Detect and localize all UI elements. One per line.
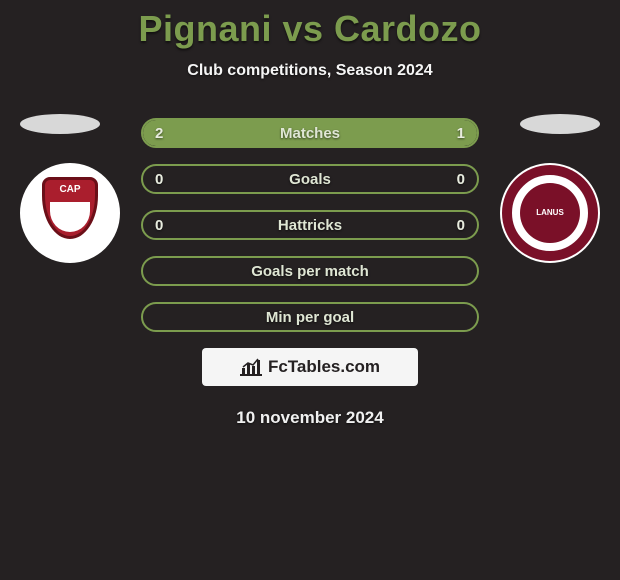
player2-badge-ellipse [520, 114, 600, 134]
stat-row: 0 Goals 0 [141, 164, 479, 194]
subtitle: Club competitions, Season 2024 [0, 62, 620, 80]
stat-row: 0 Hattricks 0 [141, 210, 479, 240]
stat-value-left: 0 [155, 171, 163, 188]
stat-value-left: 0 [155, 217, 163, 234]
stat-label: Goals per match [251, 263, 369, 280]
stat-label: Matches [280, 125, 340, 142]
comparison-panel: LANUS 2 Matches 1 0 Goals 0 0 Hattricks 0 Goals p… [0, 118, 620, 428]
stat-value-right: 0 [457, 217, 465, 234]
bar-chart-icon [240, 358, 262, 376]
stat-value-left: 2 [155, 125, 163, 142]
stat-label: Goals [289, 171, 331, 188]
stat-label: Hattricks [278, 217, 342, 234]
stat-value-right: 1 [457, 125, 465, 142]
team2-logo: LANUS [500, 163, 600, 263]
brand-label: FcTables.com [268, 357, 380, 377]
brand-box[interactable]: FcTables.com [202, 348, 418, 386]
player1-badge-ellipse [20, 114, 100, 134]
stats-table: 2 Matches 1 0 Goals 0 0 Hattricks 0 Goals per mat… [141, 118, 479, 332]
stat-value-right: 0 [457, 171, 465, 188]
stat-row: Goals per match [141, 256, 479, 286]
footer-date: 10 november 2024 [0, 408, 620, 428]
team1-logo [20, 163, 120, 263]
team2-crest-icon: LANUS [520, 183, 580, 243]
stat-row: 2 Matches 1 [141, 118, 479, 148]
stat-label: Min per goal [266, 309, 354, 326]
stat-row: Min per goal [141, 302, 479, 332]
page-title: Pignani vs Cardozo [0, 0, 620, 50]
